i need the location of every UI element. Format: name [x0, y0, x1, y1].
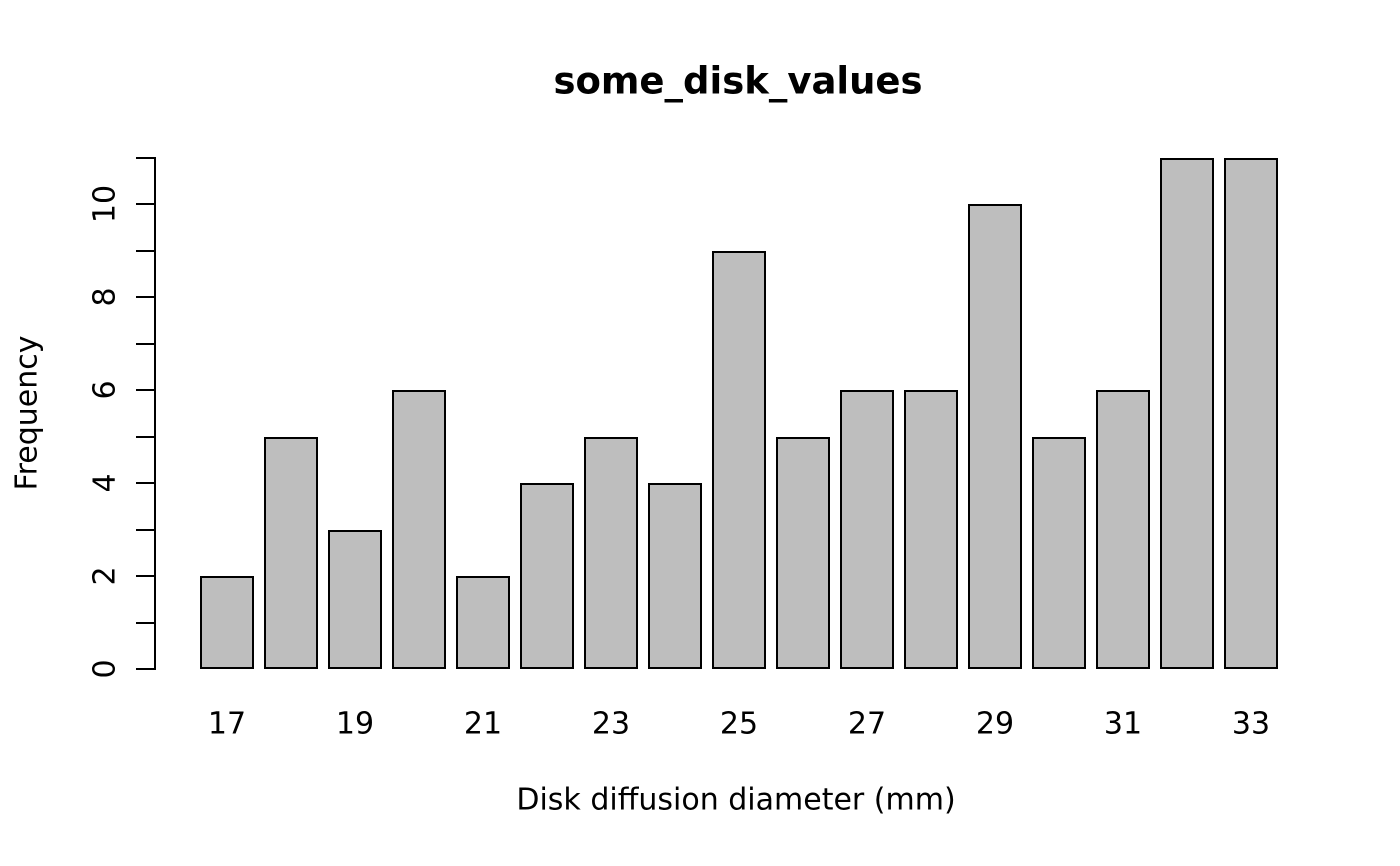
y-tick-label: 10	[87, 184, 123, 224]
bar-19	[328, 529, 382, 669]
y-tick	[136, 435, 154, 438]
bar-28	[904, 390, 958, 669]
x-tick-label: 19	[335, 706, 375, 742]
y-tick	[136, 203, 154, 205]
y-tick-label: 0	[87, 659, 123, 679]
bar-29	[968, 204, 1022, 669]
bar-30	[1032, 436, 1086, 669]
bar-17	[200, 576, 254, 669]
bar-26	[776, 436, 830, 669]
y-tick-label: 8	[87, 287, 123, 307]
y-axis-title: Frequency	[9, 335, 45, 491]
bar-18	[264, 436, 318, 669]
chart-title: some_disk_values	[553, 59, 923, 103]
y-tick	[136, 156, 154, 159]
y-tick	[136, 575, 154, 577]
x-tick-label: 33	[1231, 706, 1271, 742]
y-tick	[136, 528, 154, 531]
y-axis-line	[154, 156, 156, 670]
bar-25	[712, 250, 766, 669]
bar-32	[1160, 157, 1214, 669]
y-tick	[136, 482, 154, 484]
bar-20	[392, 390, 446, 669]
x-tick-label: 21	[463, 706, 503, 742]
bar-27	[840, 390, 894, 669]
y-tick	[136, 621, 154, 624]
y-tick	[136, 668, 154, 670]
bar-33	[1224, 157, 1278, 669]
bar-31	[1096, 390, 1150, 669]
bar-24	[648, 483, 702, 669]
y-tick-label: 2	[87, 566, 123, 586]
y-tick-label: 4	[87, 473, 123, 493]
y-tick-label: 6	[87, 380, 123, 400]
y-tick	[136, 342, 154, 345]
x-tick-label: 23	[591, 706, 631, 742]
x-tick-label: 27	[847, 706, 887, 742]
x-tick-label: 17	[207, 706, 247, 742]
x-tick-label: 29	[975, 706, 1015, 742]
bar-21	[456, 576, 510, 669]
x-tick-label: 31	[1103, 706, 1143, 742]
bar-23	[584, 436, 638, 669]
x-axis-title: Disk diffusion diameter (mm)	[516, 782, 956, 818]
x-tick-label: 25	[719, 706, 759, 742]
bar-22	[520, 483, 574, 669]
y-tick	[136, 296, 154, 298]
y-tick	[136, 389, 154, 391]
y-tick	[136, 249, 154, 252]
